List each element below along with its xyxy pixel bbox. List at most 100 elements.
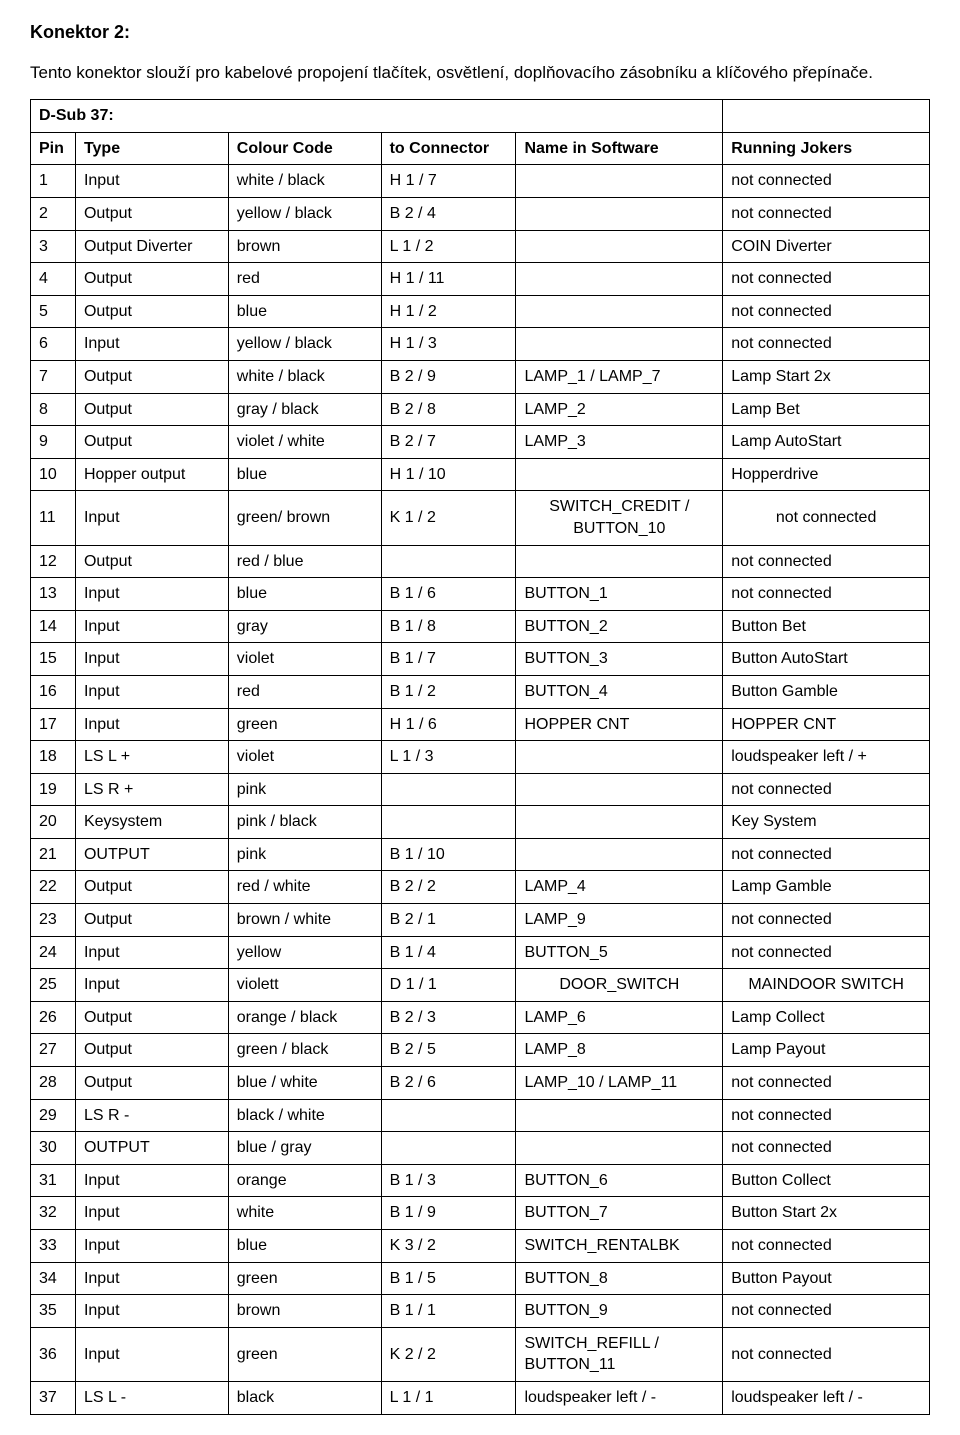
table-cell: Input (75, 578, 228, 611)
table-cell: B 1 / 4 (381, 936, 516, 969)
table-cell: Lamp Start 2x (723, 360, 930, 393)
table-cell: BUTTON_8 (516, 1262, 723, 1295)
table-row: 8Outputgray / blackB 2 / 8LAMP_2Lamp Bet (31, 393, 930, 426)
table-cell: Input (75, 1327, 228, 1381)
table-cell: Input (75, 610, 228, 643)
table-cell: LAMP_2 (516, 393, 723, 426)
table-cell: LS R - (75, 1099, 228, 1132)
table-cell: red (228, 675, 381, 708)
table-cell: Output (75, 360, 228, 393)
table-cell: Input (75, 1164, 228, 1197)
table-cell: brown (228, 230, 381, 263)
table-cell: 20 (31, 806, 76, 839)
table-cell: not connected (723, 1099, 930, 1132)
table-cell (516, 165, 723, 198)
table-cell: not connected (723, 545, 930, 578)
table-cell: 18 (31, 741, 76, 774)
table-cell: not connected (723, 1230, 930, 1263)
table-cell: brown (228, 1295, 381, 1328)
table-cell: LAMP_4 (516, 871, 723, 904)
table-cell: LAMP_8 (516, 1034, 723, 1067)
table-cell: B 2 / 6 (381, 1067, 516, 1100)
table-cell: white (228, 1197, 381, 1230)
intro-text: Tento konektor slouží pro kabelové propo… (30, 62, 930, 85)
table-cell: 30 (31, 1132, 76, 1165)
table-row: 18LS L +violetL 1 / 3loudspeaker left / … (31, 741, 930, 774)
table-cell: B 1 / 1 (381, 1295, 516, 1328)
table-cell: B 1 / 5 (381, 1262, 516, 1295)
table-cell: Output (75, 426, 228, 459)
table-cell: red / white (228, 871, 381, 904)
table-cell (516, 1099, 723, 1132)
table-row: 32InputwhiteB 1 / 9BUTTON_7Button Start … (31, 1197, 930, 1230)
table-cell: LS L - (75, 1381, 228, 1414)
table-cell (516, 263, 723, 296)
table-cell (516, 741, 723, 774)
table-cell: Input (75, 675, 228, 708)
table-row: 19LS R +pinknot connected (31, 773, 930, 806)
table-cell: Output (75, 393, 228, 426)
dsub-blank-right (723, 100, 930, 133)
table-cell (381, 545, 516, 578)
table-cell: not connected (723, 491, 930, 545)
table-cell: 37 (31, 1381, 76, 1414)
dsub-label: D-Sub 37: (31, 100, 229, 133)
table-cell: Input (75, 936, 228, 969)
table-cell: BUTTON_7 (516, 1197, 723, 1230)
table-cell (516, 198, 723, 231)
table-cell: Input (75, 1230, 228, 1263)
table-row: 30OUTPUTblue / graynot connected (31, 1132, 930, 1165)
table-cell: BUTTON_4 (516, 675, 723, 708)
table-row: 31InputorangeB 1 / 3BUTTON_6Button Colle… (31, 1164, 930, 1197)
table-cell: L 1 / 1 (381, 1381, 516, 1414)
table-cell: blue / white (228, 1067, 381, 1100)
table-cell: not connected (723, 328, 930, 361)
table-cell: K 1 / 2 (381, 491, 516, 545)
table-cell: B 2 / 7 (381, 426, 516, 459)
table-cell: yellow / black (228, 198, 381, 231)
table-cell: Output (75, 1067, 228, 1100)
table-row: 6Inputyellow / blackH 1 / 3not connected (31, 328, 930, 361)
table-cell: 12 (31, 545, 76, 578)
table-cell: 14 (31, 610, 76, 643)
table-cell: HOPPER CNT (516, 708, 723, 741)
table-cell: 22 (31, 871, 76, 904)
table-cell: H 1 / 7 (381, 165, 516, 198)
table-cell: BUTTON_2 (516, 610, 723, 643)
table-cell: LAMP_9 (516, 904, 723, 937)
table-cell: gray / black (228, 393, 381, 426)
table-cell: B 2 / 2 (381, 871, 516, 904)
table-cell (381, 806, 516, 839)
table-cell: Output (75, 198, 228, 231)
table-row: 17InputgreenH 1 / 6HOPPER CNTHOPPER CNT (31, 708, 930, 741)
table-cell: BUTTON_9 (516, 1295, 723, 1328)
table-row: 3Output DiverterbrownL 1 / 2COIN Diverte… (31, 230, 930, 263)
table-cell: black / white (228, 1099, 381, 1132)
table-cell: Hopper output (75, 458, 228, 491)
table-cell: Input (75, 165, 228, 198)
table-cell: BUTTON_6 (516, 1164, 723, 1197)
table-cell: LS R + (75, 773, 228, 806)
table-cell: Input (75, 328, 228, 361)
table-cell: Keysystem (75, 806, 228, 839)
table-cell: not connected (723, 263, 930, 296)
col-pin: Pin (31, 132, 76, 165)
table-cell: LAMP_3 (516, 426, 723, 459)
table-row: 7Outputwhite / blackB 2 / 9LAMP_1 / LAMP… (31, 360, 930, 393)
table-cell: BUTTON_3 (516, 643, 723, 676)
table-row: 2Outputyellow / blackB 2 / 4not connecte… (31, 198, 930, 231)
table-cell: Button Gamble (723, 675, 930, 708)
table-cell: LAMP_6 (516, 1001, 723, 1034)
table-cell: Lamp Gamble (723, 871, 930, 904)
table-cell: not connected (723, 295, 930, 328)
table-cell: SWITCH_CREDIT / BUTTON_10 (516, 491, 723, 545)
table-cell: blue (228, 458, 381, 491)
table-row: 23Outputbrown / whiteB 2 / 1LAMP_9not co… (31, 904, 930, 937)
table-cell: violet (228, 643, 381, 676)
table-row: 14InputgrayB 1 / 8BUTTON_2Button Bet (31, 610, 930, 643)
table-cell: SWITCH_REFILL / BUTTON_11 (516, 1327, 723, 1381)
table-cell: Input (75, 643, 228, 676)
table-row: 15InputvioletB 1 / 7BUTTON_3Button AutoS… (31, 643, 930, 676)
table-cell: Output (75, 871, 228, 904)
table-cell: Output (75, 1034, 228, 1067)
